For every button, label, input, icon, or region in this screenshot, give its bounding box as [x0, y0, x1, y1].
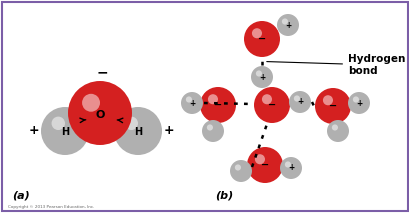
- Text: (a): (a): [12, 191, 30, 201]
- Circle shape: [314, 88, 350, 124]
- Circle shape: [352, 96, 358, 103]
- Circle shape: [326, 120, 348, 142]
- Text: Hydrogen
bond: Hydrogen bond: [266, 54, 405, 76]
- Circle shape: [200, 87, 236, 123]
- Text: Copyright © 2013 Pearson Education, Inc.: Copyright © 2013 Pearson Education, Inc.: [8, 205, 94, 209]
- Circle shape: [234, 164, 240, 171]
- Circle shape: [261, 94, 271, 104]
- Text: −: −: [328, 101, 336, 111]
- Circle shape: [254, 87, 289, 123]
- Text: +: +: [355, 98, 361, 108]
- Text: −: −: [260, 160, 268, 170]
- Circle shape: [331, 124, 337, 131]
- Circle shape: [255, 71, 261, 76]
- Text: +: +: [284, 20, 290, 29]
- Text: H: H: [134, 127, 142, 137]
- Circle shape: [322, 95, 332, 105]
- Circle shape: [185, 96, 191, 103]
- Text: +: +: [189, 98, 195, 108]
- Text: H: H: [61, 127, 69, 137]
- Circle shape: [293, 95, 299, 102]
- Circle shape: [250, 66, 272, 88]
- Text: +: +: [287, 164, 293, 173]
- Text: −: −: [267, 100, 275, 110]
- Circle shape: [124, 117, 138, 130]
- Circle shape: [251, 28, 261, 38]
- Circle shape: [114, 107, 162, 155]
- Text: −: −: [257, 34, 265, 44]
- Circle shape: [288, 91, 310, 113]
- Circle shape: [82, 94, 100, 112]
- Circle shape: [246, 147, 282, 183]
- Circle shape: [202, 120, 223, 142]
- Circle shape: [276, 14, 298, 36]
- Circle shape: [243, 21, 279, 57]
- Circle shape: [284, 161, 290, 168]
- Text: (b): (b): [214, 191, 233, 201]
- Text: +: +: [163, 125, 174, 138]
- Circle shape: [254, 154, 264, 164]
- Text: +: +: [29, 125, 39, 138]
- Circle shape: [279, 157, 301, 179]
- Text: O: O: [95, 110, 104, 120]
- Circle shape: [41, 107, 89, 155]
- Circle shape: [68, 81, 132, 145]
- Text: −: −: [213, 100, 222, 110]
- Circle shape: [347, 92, 369, 114]
- Text: −: −: [96, 65, 108, 79]
- Circle shape: [229, 160, 252, 182]
- Circle shape: [281, 18, 287, 24]
- Text: +: +: [296, 98, 302, 106]
- Text: +: +: [258, 72, 265, 82]
- Circle shape: [180, 92, 202, 114]
- Circle shape: [207, 94, 218, 104]
- Circle shape: [206, 124, 213, 131]
- Circle shape: [52, 117, 65, 130]
